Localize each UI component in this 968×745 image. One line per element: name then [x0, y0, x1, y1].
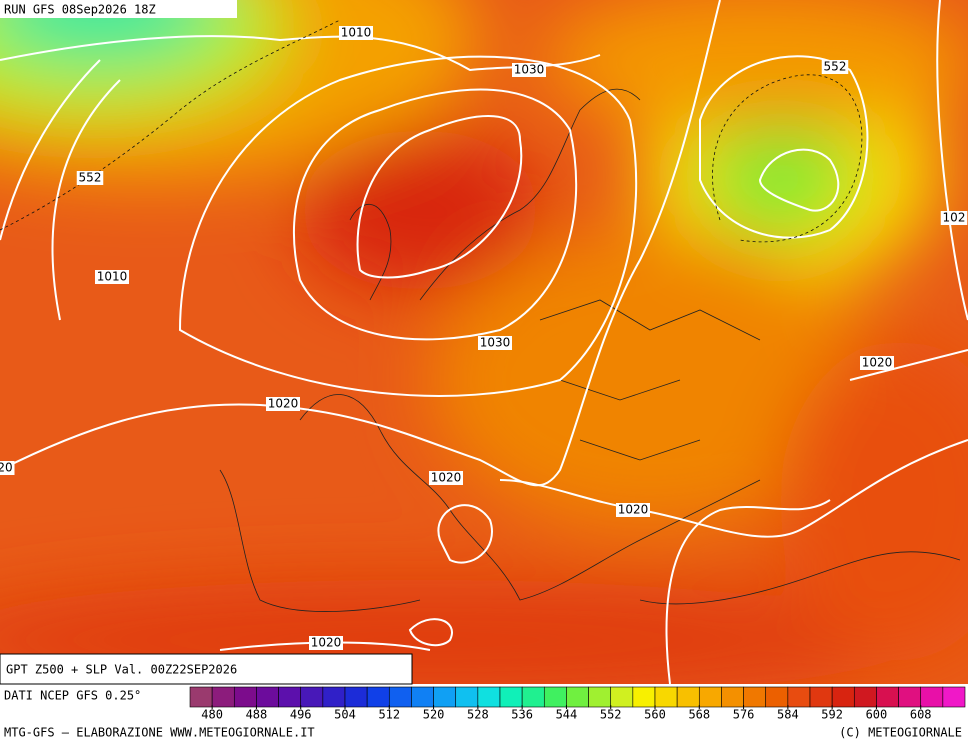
- contour-label-box: [940, 211, 968, 225]
- colorbar-tick-label: 512: [378, 708, 400, 722]
- colorbar-swatch: [765, 686, 789, 708]
- run-label: RUN GFS 08Sep2026 18Z: [4, 3, 156, 17]
- colorbar-swatch: [610, 686, 634, 708]
- colorbar-tick-label: 480: [201, 708, 223, 722]
- colorbar-tick-label: 608: [910, 708, 932, 722]
- colorbar-tick-label: 536: [511, 708, 533, 722]
- contour-label-box: [0, 461, 15, 475]
- colorbar-swatch: [322, 686, 346, 708]
- coastlines: [219, 88, 961, 612]
- run-box: [0, 0, 237, 18]
- contour-label-box: [339, 26, 373, 40]
- colorbar-swatch: [876, 686, 899, 708]
- colorbar-swatch: [632, 686, 656, 708]
- colorbar-tick-label: 520: [423, 708, 445, 722]
- colorbar-tick-label: 592: [821, 708, 843, 722]
- contour-label: 552: [824, 60, 847, 74]
- contour-label: 1020: [618, 503, 649, 517]
- contour-label-box: [478, 336, 512, 350]
- colorbar-tick-label: 552: [600, 708, 622, 722]
- source-label: DATI NCEP GFS 0.25°: [4, 689, 141, 703]
- colorbar-tick-label: 496: [290, 708, 312, 722]
- colorbar-swatch: [543, 686, 567, 708]
- contour-label: 1010: [341, 26, 372, 40]
- contour-label: 20: [0, 461, 13, 475]
- contour-label-box: [95, 270, 129, 284]
- colorbar-swatch: [388, 686, 412, 708]
- contour-label: 1020: [268, 397, 299, 411]
- colorbar-swatch: [366, 686, 390, 708]
- colorbar-swatch: [189, 686, 213, 708]
- colorbar-swatch: [942, 686, 966, 708]
- colorbar-swatch: [300, 686, 324, 708]
- contour-label: 1020: [311, 636, 342, 650]
- contour-label-box: [266, 397, 300, 411]
- colorbar-swatch: [920, 686, 944, 708]
- colorbar-swatch: [654, 686, 678, 708]
- isobars: [0, 0, 968, 684]
- contour-label: 1010: [97, 270, 128, 284]
- contour-label: 1030: [480, 336, 511, 350]
- colorbar-tick-label: 488: [246, 708, 268, 722]
- colorbar-tick-label: 600: [866, 708, 888, 722]
- colorbar-swatch: [433, 686, 457, 708]
- product-label: GPT Z500 + SLP Val. 00Z22SEP2026: [6, 663, 237, 677]
- contour-label-box: [76, 171, 104, 185]
- colorbar-swatch: [278, 686, 302, 708]
- contour-label: 1020: [862, 356, 893, 370]
- colorbar-swatch: [721, 686, 744, 708]
- contour-label: 1020: [431, 471, 462, 485]
- contour-label-box: [616, 503, 650, 517]
- colorbar-swatch: [676, 686, 700, 708]
- colorbar-swatch: [853, 686, 877, 708]
- footer-right: (C) METEOGIORNALE: [839, 726, 962, 740]
- colorbar-swatch: [743, 686, 767, 708]
- colorbar-swatch: [211, 686, 235, 708]
- colorbar-swatch: [787, 686, 811, 708]
- product-box: [0, 653, 413, 685]
- colorbar-swatch: [898, 686, 922, 708]
- colorbar: 480 488 496 504 512 520 528 536 544 552 560 568 576 5…: [189, 686, 966, 722]
- colorbar-tick-label: 560: [644, 708, 666, 722]
- colorbar-swatch: [521, 686, 545, 708]
- colorbar-swatch: [477, 686, 501, 708]
- colorbar-swatch: [344, 686, 368, 708]
- contour-label-box: [821, 60, 849, 74]
- colorbar-swatch: [566, 686, 589, 708]
- colorbar-tick-label: 576: [733, 708, 755, 722]
- contour-label-box: [860, 356, 894, 370]
- colorbar-tick-label: 584: [777, 708, 799, 722]
- contour-label: 552: [79, 171, 102, 185]
- colorbar-swatch: [455, 686, 479, 708]
- contour-label-box: [512, 63, 546, 77]
- footer-left: MTG-GFS – ELABORAZIONE WWW.METEOGIORNALE…: [4, 726, 315, 740]
- contour-label: 102: [943, 211, 966, 225]
- colorbar-swatch: [256, 686, 279, 708]
- colorbar-swatch: [499, 686, 523, 708]
- colorbar-tick-label: 504: [334, 708, 356, 722]
- contour-label-box: [309, 636, 343, 650]
- colorbar-swatch: [698, 686, 722, 708]
- colorbar-swatch: [809, 686, 833, 708]
- contour-label-box: [429, 471, 463, 485]
- colorbar-swatch: [588, 686, 612, 708]
- colorbar-tick-label: 544: [556, 708, 578, 722]
- colorbar-swatch: [831, 686, 855, 708]
- z500-552-contour: [0, 19, 863, 243]
- colorbar-tick-label: 528: [467, 708, 489, 722]
- colorbar-swatch: [411, 686, 434, 708]
- contour-label: 1030: [514, 63, 545, 77]
- colorbar-tick-label: 568: [688, 708, 710, 722]
- colorbar-swatch: [233, 686, 257, 708]
